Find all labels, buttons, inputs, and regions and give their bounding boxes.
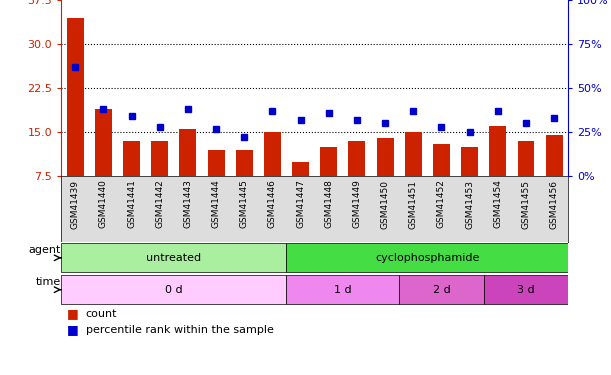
Text: agent: agent	[29, 245, 61, 255]
Bar	[287, 243, 568, 272]
Bar	[405, 132, 422, 220]
Bar	[95, 109, 112, 220]
Bar	[518, 141, 535, 220]
Bar	[399, 275, 484, 304]
Bar	[489, 126, 507, 220]
Bar	[376, 138, 393, 220]
Bar	[287, 275, 399, 304]
Bar	[180, 129, 196, 220]
Text: 2 d: 2 d	[433, 285, 450, 295]
Text: GSM41444: GSM41444	[211, 180, 221, 228]
Text: ■: ■	[67, 323, 79, 336]
Text: cyclophosphamide: cyclophosphamide	[375, 253, 480, 263]
Text: GSM41449: GSM41449	[353, 180, 362, 228]
Bar	[348, 141, 365, 220]
Bar	[546, 135, 563, 220]
Text: GSM41453: GSM41453	[465, 180, 474, 228]
Text: ■: ■	[67, 307, 79, 320]
Bar	[61, 243, 287, 272]
Text: GSM41450: GSM41450	[381, 180, 390, 228]
Bar	[67, 18, 84, 220]
Bar	[208, 150, 224, 220]
Text: 0 d: 0 d	[165, 285, 183, 295]
Text: GSM41440: GSM41440	[99, 180, 108, 228]
Text: GSM41456: GSM41456	[550, 180, 558, 228]
Text: percentile rank within the sample: percentile rank within the sample	[86, 324, 273, 334]
Text: GSM41446: GSM41446	[268, 180, 277, 228]
Text: GSM41442: GSM41442	[155, 180, 164, 228]
Text: GSM41455: GSM41455	[521, 180, 530, 228]
Bar	[320, 147, 337, 220]
Text: GSM41439: GSM41439	[71, 180, 79, 228]
Text: GSM41451: GSM41451	[409, 180, 418, 228]
Bar	[433, 144, 450, 220]
Text: count: count	[86, 309, 117, 319]
Bar	[236, 150, 253, 220]
Text: GSM41452: GSM41452	[437, 180, 446, 228]
Text: time: time	[36, 277, 61, 287]
Text: GSM41443: GSM41443	[183, 180, 192, 228]
Text: 1 d: 1 d	[334, 285, 352, 295]
Bar	[292, 162, 309, 220]
Bar	[461, 147, 478, 220]
Text: untreated: untreated	[146, 253, 202, 263]
Text: GSM41445: GSM41445	[240, 180, 249, 228]
Bar	[61, 275, 287, 304]
Text: 3 d: 3 d	[517, 285, 535, 295]
Text: GSM41441: GSM41441	[127, 180, 136, 228]
Text: GSM41454: GSM41454	[493, 180, 502, 228]
Text: GSM41448: GSM41448	[324, 180, 333, 228]
Bar	[152, 141, 168, 220]
Bar	[123, 141, 140, 220]
Text: GSM41447: GSM41447	[296, 180, 305, 228]
Bar	[264, 132, 281, 220]
Bar	[484, 275, 568, 304]
